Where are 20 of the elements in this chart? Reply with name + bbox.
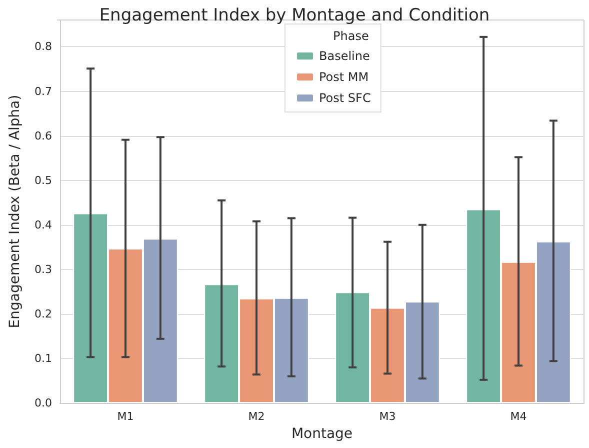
x-tick-label: M1: [117, 410, 134, 423]
y-tick-label: 0.2: [34, 307, 52, 320]
x-tick-label: M3: [379, 410, 396, 423]
y-tick-label: 0.8: [34, 40, 52, 54]
y-tick-label: 0.4: [34, 218, 52, 232]
y-tick-label: 0.6: [34, 129, 52, 142]
y-axis-title: Engagement Index (Beta / Alpha): [7, 94, 23, 328]
y-tick-label: 0.0: [34, 396, 52, 410]
legend-label: Post MM: [319, 70, 369, 84]
x-tick-label: M4: [510, 410, 527, 423]
y-tick-label: 0.7: [34, 84, 52, 98]
legend-label: Baseline: [319, 49, 370, 63]
legend-label: Post SFC: [319, 91, 371, 105]
y-tick-label: 0.3: [34, 262, 52, 276]
legend-title: Phase: [332, 29, 369, 43]
x-tick-label: M2: [248, 410, 265, 423]
y-tick-label: 0.5: [34, 174, 52, 187]
x-axis-title: Montage: [291, 426, 353, 442]
y-tick-label: 0.1: [34, 352, 52, 365]
chart-title: Engagement Index by Montage and Condition: [99, 6, 490, 26]
